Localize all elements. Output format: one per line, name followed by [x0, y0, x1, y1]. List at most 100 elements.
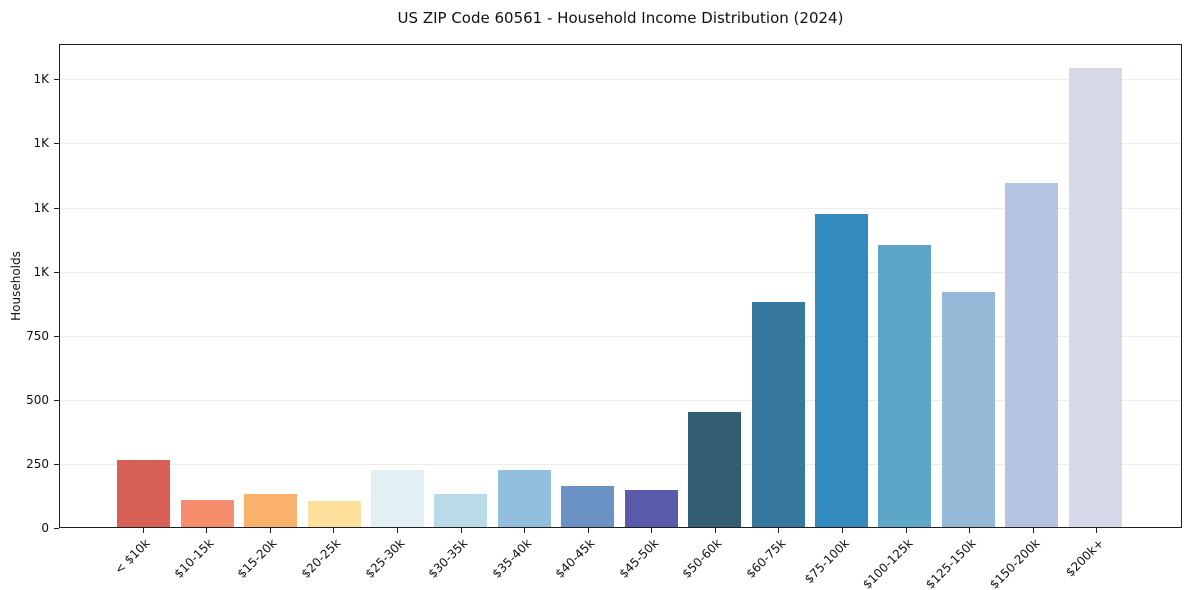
x-tick-slot: $125-150k: [923, 528, 1001, 590]
bar-50-60k: [688, 411, 742, 527]
x-tick-mark: [651, 528, 653, 533]
x-tick-mark: [587, 528, 589, 533]
bar-slot: [302, 45, 365, 527]
bar-slot: [493, 45, 556, 527]
bar-75-100k: [815, 214, 869, 527]
gridline: [60, 207, 1181, 209]
x-tick-label: $40-45k: [552, 536, 598, 581]
x-tick-mark: [269, 528, 271, 533]
y-tick-label: 1K: [33, 264, 49, 279]
y-tick-mark: [54, 528, 59, 529]
x-tick-slot: $40-45k: [552, 528, 620, 590]
x-tick-slot: < $10k: [111, 528, 175, 590]
x-tick-mark: [778, 528, 780, 533]
x-tick-slot: $35-40k: [489, 528, 556, 590]
bar-slot: [1000, 45, 1063, 527]
x-tick-mark: [524, 528, 526, 533]
x-tick-mark: [714, 528, 716, 533]
chart-title: US ZIP Code 60561 - Household Income Dis…: [397, 9, 844, 27]
x-tick-slot: $60-75k: [743, 528, 811, 590]
x-tick-label: $30-35k: [425, 536, 471, 581]
y-tick-mark: [54, 207, 59, 209]
x-tick-mark: [206, 528, 208, 533]
bar-125-150k: [941, 291, 995, 527]
bar-slot: [175, 45, 238, 527]
x-tick-mark: [460, 528, 462, 533]
y-tick-label: 500: [26, 392, 49, 407]
y-tick-mark: [54, 399, 59, 401]
bar-25-30k: [370, 470, 424, 527]
plot-area: [59, 44, 1182, 528]
gridline: [60, 143, 1181, 145]
x-tick-mark: [397, 528, 399, 533]
y-tick-mark: [54, 271, 59, 273]
bar-slot: [239, 45, 302, 527]
gridline: [60, 463, 1181, 465]
bar-10k: [117, 460, 171, 527]
x-tick-slot: $45-50k: [616, 528, 684, 590]
x-tick-label: $20-25k: [298, 536, 344, 581]
bar-200k: [1068, 67, 1122, 527]
bar-20-25k: [307, 500, 361, 527]
y-axis-ticks: 0 250 500 750 1K 1K 1K 1K: [0, 44, 59, 535]
bar-slot: [429, 45, 492, 527]
bar-60-75k: [751, 302, 805, 527]
x-tick-slot: $25-30k: [362, 528, 429, 590]
x-tick-mark: [841, 528, 843, 533]
bar-30-35k: [434, 493, 488, 527]
gridline: [60, 271, 1181, 273]
x-tick-slot: $100-125k: [860, 528, 938, 590]
x-tick-mark: [905, 528, 907, 533]
y-tick-mark: [54, 143, 59, 145]
bar-slot: [556, 45, 619, 527]
x-tick-slot: $20-25k: [298, 528, 366, 590]
y-tick-label: 1K: [33, 136, 49, 151]
bar-10-15k: [180, 500, 234, 527]
bar-35-40k: [497, 469, 551, 527]
x-axis-ticks: < $10k $10-15k $15-20k $20-25k $25-30k $30-35…: [59, 528, 1182, 590]
x-tick-mark: [1032, 528, 1034, 533]
gridline: [60, 79, 1181, 81]
x-tick-slot: $10-15k: [171, 528, 239, 590]
x-tick-slot: $150-200k: [987, 528, 1065, 590]
y-tick-mark: [54, 463, 59, 465]
x-tick-label: $200k+: [1062, 536, 1107, 580]
bar-slot: [683, 45, 746, 527]
bar-45-50k: [624, 489, 678, 527]
bar-40-45k: [561, 485, 615, 527]
x-tick-label: $10-15k: [171, 536, 217, 581]
x-tick-slot: $15-20k: [234, 528, 302, 590]
x-tick-label: $50-60k: [679, 536, 725, 581]
x-tick-label: $45-50k: [616, 536, 662, 581]
y-tick-label: 0: [41, 521, 49, 535]
y-tick-label: 1K: [33, 200, 49, 215]
bar-slot: [810, 45, 873, 527]
bar-slot: [366, 45, 429, 527]
y-tick-label: 750: [26, 328, 49, 343]
x-tick-label: $25-30k: [362, 536, 407, 581]
y-tick-mark: [54, 79, 59, 81]
bar-slot: [746, 45, 809, 527]
bar-slot: [937, 45, 1000, 527]
y-tick-mark: [54, 335, 59, 337]
bar-slot: [1064, 45, 1127, 527]
x-tick-slot: $50-60k: [679, 528, 747, 590]
y-tick-label: 250: [26, 456, 49, 471]
x-tick-slot: $200k+: [1062, 528, 1128, 590]
bars-row: [60, 45, 1181, 527]
y-tick-label: 1K: [33, 72, 49, 87]
x-tick-mark: [333, 528, 335, 533]
x-tick-mark: [1096, 528, 1098, 533]
x-tick-label: $35-40k: [489, 536, 535, 581]
x-tick-label: $15-20k: [234, 536, 280, 581]
bar-150-200k: [1005, 183, 1059, 527]
bar-100-125k: [878, 245, 932, 527]
x-tick-mark: [142, 528, 144, 533]
x-tick-mark: [969, 528, 971, 533]
x-tick-label: < $10k: [111, 536, 153, 577]
gridline: [60, 335, 1181, 337]
x-tick-slot: $75-100k: [802, 528, 874, 590]
bar-slot: [112, 45, 175, 527]
x-tick-slot: $30-35k: [425, 528, 493, 590]
gridline: [60, 399, 1181, 401]
